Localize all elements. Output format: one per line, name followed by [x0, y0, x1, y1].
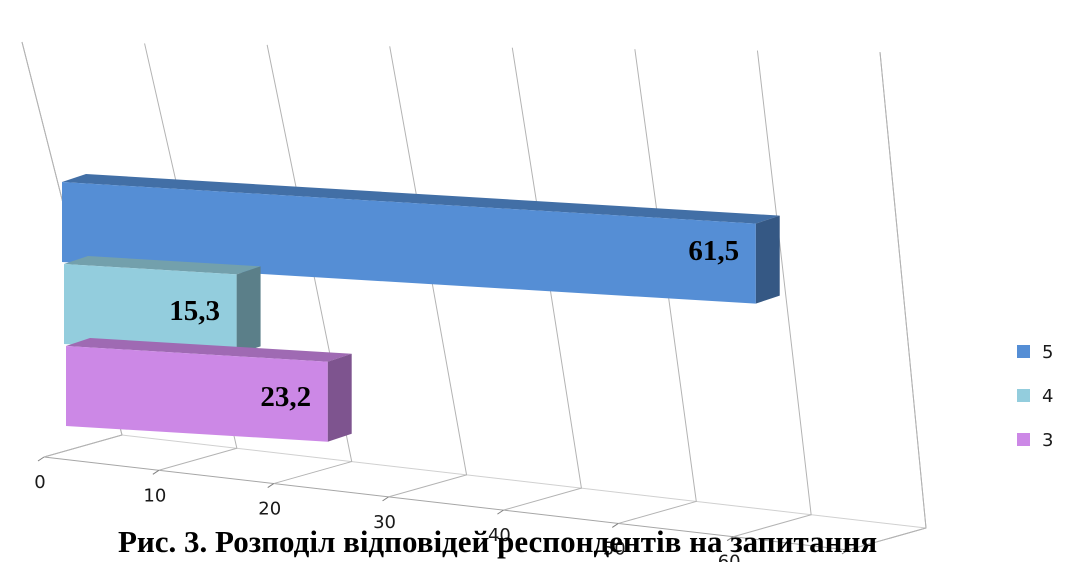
tick-mark — [841, 549, 849, 555]
legend-item-5: 5 — [1017, 342, 1053, 363]
x-tick-label: 40 — [488, 525, 511, 546]
floor-back-edge — [121, 434, 927, 529]
bar-front-face — [64, 264, 237, 355]
bar-5 — [62, 174, 780, 304]
x-tick-label: 0 — [34, 472, 45, 493]
bar-top-face — [64, 256, 261, 275]
gridline — [21, 41, 123, 458]
bar-end-face — [327, 353, 352, 442]
legend-item-4: 4 — [1017, 386, 1053, 407]
bar-4 — [64, 256, 261, 355]
x-tick-label: 10 — [143, 485, 166, 506]
bar-top-face — [66, 338, 352, 362]
legend-swatch — [1017, 433, 1030, 446]
tick-mark — [612, 523, 619, 528]
bar-front-face — [66, 346, 328, 442]
legend: 5 4 3 — [1017, 342, 1053, 451]
bar-front-face — [62, 182, 756, 304]
data-label: 23,2 — [260, 381, 311, 413]
legend-item-3: 3 — [1017, 430, 1053, 451]
legend-label: 4 — [1042, 386, 1053, 407]
gridline — [388, 46, 468, 498]
tick-mark — [267, 483, 274, 488]
bars — [62, 174, 780, 442]
gridline — [847, 51, 927, 551]
gridlines — [21, 41, 927, 551]
bar-end-face — [755, 215, 780, 304]
x-tick-label: 30 — [373, 512, 396, 533]
bar-top-face — [62, 174, 780, 224]
gridline — [618, 49, 697, 524]
gridline — [144, 43, 238, 471]
x-axis-ticks: 010203040506070 — [34, 456, 849, 562]
legend-label: 3 — [1042, 430, 1053, 451]
gridline — [733, 50, 812, 538]
legend-label: 5 — [1042, 342, 1053, 363]
legend-swatch — [1017, 345, 1030, 358]
tick-mark — [497, 509, 504, 515]
x-tick-label: 20 — [258, 499, 281, 520]
tick-mark — [37, 456, 45, 462]
x-tick-label: 60 — [718, 552, 741, 562]
figure-caption: Рис. 3. Розподіл відповідей респондентів… — [118, 524, 878, 559]
data-label: 61,5 — [688, 235, 739, 267]
x-tick-label: 50 — [603, 538, 626, 559]
bar-3 — [66, 338, 352, 442]
bar-end-face — [236, 266, 261, 355]
floor-front-edge — [43, 456, 849, 551]
tick-mark — [152, 469, 160, 475]
data-label: 15,3 — [169, 295, 220, 327]
gridline — [503, 47, 582, 511]
legend-swatch — [1017, 389, 1030, 402]
data-labels: 61,5 15,3 23,2 — [169, 235, 739, 413]
tick-mark — [382, 496, 389, 502]
tick-mark — [726, 536, 734, 542]
gridline — [266, 44, 353, 485]
